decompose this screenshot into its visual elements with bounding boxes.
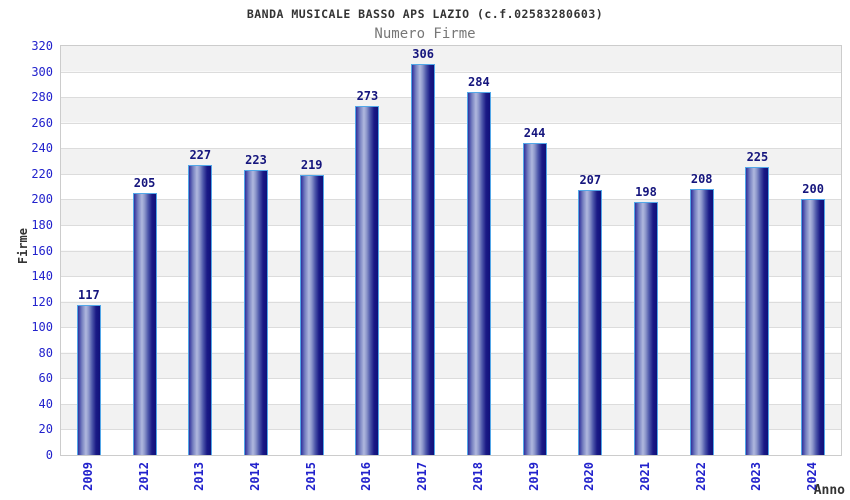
x-tick-label: 2009 xyxy=(80,462,95,491)
y-tick-label: 240 xyxy=(31,141,53,156)
y-tick-label: 180 xyxy=(31,217,53,232)
bar xyxy=(745,167,770,455)
bar xyxy=(522,143,547,455)
bar-value-label: 227 xyxy=(189,147,212,162)
y-tick-label: 320 xyxy=(31,39,53,53)
y-tick-label: 40 xyxy=(38,396,53,411)
gridline xyxy=(61,122,841,124)
bar-value-label: 219 xyxy=(300,158,323,173)
bar-value-label: 223 xyxy=(245,152,267,167)
x-tick-label: 2014 xyxy=(248,462,262,491)
bar-value-label: 225 xyxy=(746,150,769,165)
gridline xyxy=(61,199,841,201)
bar-value-label: 117 xyxy=(78,288,100,303)
y-tick-label: 120 xyxy=(31,294,53,309)
bar-value-label: 244 xyxy=(523,126,546,141)
bar xyxy=(801,199,826,455)
gridline xyxy=(61,71,841,73)
bar-value-label: 284 xyxy=(468,75,490,89)
gridline xyxy=(61,148,841,150)
y-tick-label: 260 xyxy=(31,115,53,130)
gridline xyxy=(61,97,841,99)
bar xyxy=(244,169,268,455)
gridline xyxy=(61,224,841,226)
gridline xyxy=(61,403,841,405)
y-tick-label: 100 xyxy=(31,320,53,335)
bar xyxy=(299,175,324,455)
bar xyxy=(132,192,157,455)
bar-value-label: 198 xyxy=(635,184,657,199)
y-tick-label: 20 xyxy=(38,422,53,437)
y-tick-label: 60 xyxy=(38,371,53,386)
y-tick-label: 280 xyxy=(31,90,53,105)
bar xyxy=(355,106,380,455)
bar xyxy=(634,201,658,455)
gridline xyxy=(61,327,841,329)
x-axis-label: Anno xyxy=(813,483,845,498)
x-tick-label: 2017 xyxy=(415,462,430,491)
y-tick-label: 300 xyxy=(31,64,53,79)
chart-subtitle: Numero Firme xyxy=(374,26,476,42)
y-tick-label: 140 xyxy=(31,269,53,284)
bar xyxy=(466,92,491,455)
gridline xyxy=(61,250,841,252)
bar-value-label: 306 xyxy=(412,46,434,61)
gridline xyxy=(61,173,841,175)
y-tick-label: 200 xyxy=(31,192,53,207)
chart-title: BANDA MUSICALE BASSO APS LAZIO (c.f.0258… xyxy=(246,7,604,21)
bar xyxy=(578,190,603,455)
gridline xyxy=(61,378,841,380)
x-tick-label: 2013 xyxy=(192,462,207,491)
x-tick-label: 2016 xyxy=(359,462,374,491)
y-tick-label: 160 xyxy=(31,243,53,258)
x-tick-label: 2023 xyxy=(749,462,764,491)
y-tick-label: 220 xyxy=(31,166,53,181)
bar-value-label: 273 xyxy=(356,89,379,104)
y-tick-label: 80 xyxy=(38,345,53,360)
x-tick-label: 2012 xyxy=(136,462,151,491)
gridline xyxy=(61,352,841,354)
x-tick-label: 2019 xyxy=(526,462,541,491)
plot-area: 117 205 227 223 219 273 306 284 244 207 198 208 225 2… xyxy=(60,45,842,456)
bar-value-label: 208 xyxy=(690,172,713,187)
gridline xyxy=(61,301,841,303)
x-tick-label: 2021 xyxy=(638,462,652,491)
bar xyxy=(188,164,213,455)
bar-value-label: 200 xyxy=(802,182,824,197)
bar-value-label: 207 xyxy=(579,173,602,188)
y-axis-label: Firme xyxy=(16,228,30,265)
gridline xyxy=(61,429,841,431)
bar xyxy=(76,305,101,455)
bar xyxy=(689,189,714,455)
x-tick-label: 2015 xyxy=(303,462,318,491)
bar-value-label: 205 xyxy=(133,175,156,190)
y-tick-label: 0 xyxy=(45,448,53,462)
gridline xyxy=(61,276,841,278)
x-tick-label: 2020 xyxy=(582,462,597,491)
bar xyxy=(411,63,436,455)
x-tick-label: 2018 xyxy=(470,462,485,491)
x-tick-label: 2022 xyxy=(693,462,708,491)
